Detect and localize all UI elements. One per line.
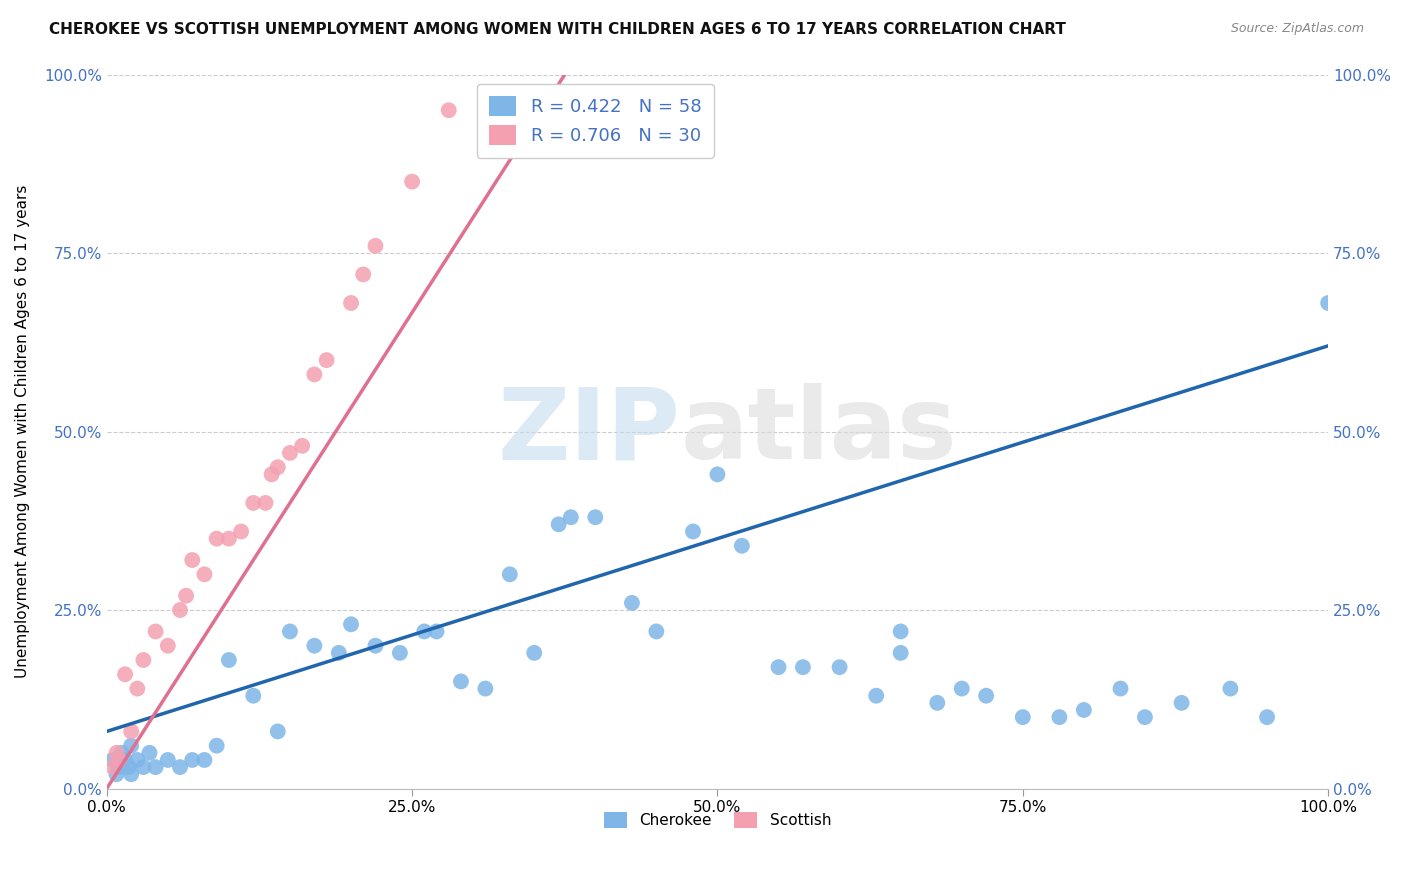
Point (1049, 710, 1071, 724)
Point (156, 753, 179, 767)
Point (340, 296, 363, 310)
Y-axis label: Unemployment Among Women with Children Ages 6 to 17 years: Unemployment Among Women with Children A… (15, 185, 30, 678)
Point (731, 539, 754, 553)
Point (108, 760, 131, 774)
Point (260, 467, 283, 482)
Point (474, 681, 496, 696)
Point (132, 653, 155, 667)
Point (105, 746, 128, 760)
Point (865, 689, 887, 703)
Point (450, 674, 472, 689)
Point (645, 624, 668, 639)
Point (174, 589, 197, 603)
Point (291, 439, 314, 453)
Point (278, 624, 301, 639)
Point (193, 567, 215, 582)
Point (304, 368, 326, 382)
Point (401, 175, 423, 189)
Point (315, 353, 337, 368)
Point (118, 760, 141, 774)
Point (364, 639, 387, 653)
Point (114, 667, 136, 681)
Point (706, 467, 728, 482)
Point (127, 681, 149, 696)
Point (138, 746, 160, 760)
Point (499, 89, 522, 103)
Text: CHEROKEE VS SCOTTISH UNEMPLOYMENT AMONG WOMEN WITH CHILDREN AGES 6 TO 17 YEARS C: CHEROKEE VS SCOTTISH UNEMPLOYMENT AMONG … (49, 22, 1066, 37)
Point (242, 496, 264, 510)
Point (413, 624, 436, 639)
Point (1109, 681, 1132, 696)
Point (110, 746, 132, 760)
Point (1170, 696, 1192, 710)
Point (364, 239, 387, 253)
Point (1073, 703, 1095, 717)
Point (114, 753, 136, 767)
Point (229, 524, 252, 539)
Point (205, 739, 228, 753)
Text: ZIP: ZIP (498, 383, 681, 480)
Point (425, 624, 447, 639)
Point (828, 660, 851, 674)
Legend: Cherokee, Scottish: Cherokee, Scottish (598, 805, 837, 834)
Point (437, 103, 460, 118)
Point (218, 532, 240, 546)
Point (927, 696, 949, 710)
Point (278, 446, 301, 460)
Point (768, 660, 790, 674)
Point (1317, 296, 1340, 310)
Point (101, 760, 124, 774)
Point (328, 646, 350, 660)
Point (890, 646, 912, 660)
Point (156, 639, 179, 653)
Text: atlas: atlas (681, 383, 957, 480)
Point (105, 767, 128, 781)
Point (583, 510, 606, 524)
Point (499, 567, 522, 582)
Point (181, 553, 204, 567)
Point (304, 639, 326, 653)
Point (560, 510, 582, 524)
Point (547, 517, 569, 532)
Point (1219, 681, 1241, 696)
Point (218, 653, 240, 667)
Point (792, 660, 814, 674)
Point (682, 524, 704, 539)
Point (1133, 710, 1156, 724)
Point (169, 760, 191, 774)
Point (254, 496, 277, 510)
Point (267, 460, 290, 475)
Point (352, 268, 374, 282)
Point (101, 753, 124, 767)
Point (145, 624, 167, 639)
Point (205, 532, 228, 546)
Point (120, 739, 142, 753)
Point (120, 724, 142, 739)
Point (620, 596, 643, 610)
Point (974, 689, 997, 703)
Point (267, 724, 290, 739)
Text: Source: ZipAtlas.com: Source: ZipAtlas.com (1230, 22, 1364, 36)
Point (132, 760, 155, 774)
Point (127, 753, 149, 767)
Point (181, 753, 204, 767)
Point (950, 681, 973, 696)
Point (890, 624, 912, 639)
Point (120, 767, 142, 781)
Point (145, 760, 167, 774)
Point (1256, 710, 1278, 724)
Point (108, 753, 131, 767)
Point (523, 646, 546, 660)
Point (193, 753, 215, 767)
Point (1011, 710, 1033, 724)
Point (388, 646, 411, 660)
Point (169, 603, 191, 617)
Point (340, 617, 363, 632)
Point (242, 689, 264, 703)
